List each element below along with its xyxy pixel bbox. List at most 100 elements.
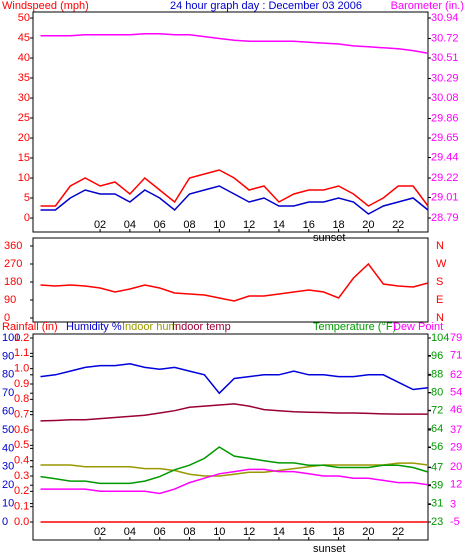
y4-tick-label: 0.8 bbox=[14, 393, 29, 405]
barometer-axis-label: Barometer (in.) bbox=[391, 0, 464, 12]
y4-tick-label: 0.9 bbox=[14, 378, 29, 390]
legend-humidity: Humidity % bbox=[66, 321, 122, 333]
series-line bbox=[40, 468, 429, 495]
x-tick-label: 06 bbox=[154, 526, 166, 538]
y3-tick-label: 62 bbox=[450, 369, 462, 381]
y3-tick-label: 3 bbox=[450, 498, 456, 510]
y4-tick-label: 1.1 bbox=[14, 347, 29, 359]
y-tick-label: 5 bbox=[24, 192, 30, 204]
y2-tick-label: 29.65 bbox=[431, 132, 459, 144]
y-tick-label: 80 bbox=[2, 369, 14, 381]
y2-tick-label: 30.94 bbox=[431, 12, 459, 24]
y-tick-label: 180 bbox=[4, 276, 22, 288]
y4-tick-label: 0.7 bbox=[14, 409, 29, 421]
x-tick-label: 10 bbox=[213, 526, 225, 538]
y-tick-label: 30 bbox=[2, 461, 14, 473]
sunset-label: sunset bbox=[313, 543, 345, 555]
x-tick-label: 10 bbox=[213, 219, 225, 231]
temperature-panel-frame bbox=[32, 333, 429, 541]
x-tick-label: 18 bbox=[332, 219, 344, 231]
y3-tick-label: 79 bbox=[450, 332, 462, 344]
x-tick-label: 22 bbox=[392, 526, 404, 538]
direction-panel-frame bbox=[32, 237, 429, 323]
x-tick-label: 08 bbox=[183, 526, 195, 538]
y2-tick-label: 30.29 bbox=[431, 72, 459, 84]
y3-tick-label: -5 bbox=[450, 516, 460, 528]
y2-tick-label: 30.08 bbox=[431, 92, 459, 104]
series-line bbox=[40, 462, 429, 477]
x-tick-label: 14 bbox=[273, 526, 285, 538]
series-line bbox=[40, 363, 429, 395]
y2-tick-label: 23 bbox=[431, 516, 443, 528]
y2-tick-label: 88 bbox=[431, 368, 443, 380]
y-tick-label: 15 bbox=[18, 152, 30, 164]
x-tick-label: 08 bbox=[183, 219, 195, 231]
y-tick-label: 360 bbox=[4, 240, 22, 252]
y2-tick-label: 29.44 bbox=[431, 151, 459, 163]
y-tick-label: 50 bbox=[2, 424, 14, 436]
y-tick-label: 0 bbox=[24, 212, 30, 224]
x-tick-label: 02 bbox=[94, 526, 106, 538]
y4-tick-label: 1.2 bbox=[14, 332, 29, 344]
y-tick-label: 20 bbox=[18, 132, 30, 144]
y3-tick-label: 46 bbox=[450, 404, 462, 416]
y3-tick-label: 20 bbox=[450, 461, 462, 473]
y-tick-label: 45 bbox=[18, 32, 30, 44]
direction-label: W bbox=[436, 258, 447, 270]
series-line bbox=[40, 446, 429, 485]
legend-dew-point: Dew Point bbox=[393, 321, 443, 333]
legend-rainfall: Rainfall (in) bbox=[2, 321, 58, 333]
x-tick-label: 02 bbox=[94, 219, 106, 231]
y-tick-label: 0 bbox=[4, 312, 10, 324]
y2-tick-label: 29.01 bbox=[431, 191, 459, 203]
x-tick-label: 16 bbox=[303, 526, 315, 538]
direction-label: E bbox=[436, 294, 443, 306]
legend-indoor-hum: Indoor hum bbox=[122, 321, 178, 333]
y-tick-label: 50 bbox=[18, 12, 30, 24]
y2-tick-label: 29.22 bbox=[431, 172, 459, 184]
y2-tick-label: 104 bbox=[431, 332, 449, 344]
y2-tick-label: 56 bbox=[431, 441, 443, 453]
y-tick-label: 10 bbox=[2, 498, 14, 510]
y-tick-label: 90 bbox=[4, 294, 16, 306]
y4-tick-label: 1.0 bbox=[14, 363, 29, 375]
series-line bbox=[40, 185, 429, 215]
y2-tick-label: 30.72 bbox=[431, 32, 459, 44]
y2-tick-label: 96 bbox=[431, 350, 443, 362]
y-tick-label: 30 bbox=[18, 92, 30, 104]
y4-tick-label: 0.1 bbox=[14, 501, 29, 513]
y2-tick-label: 31 bbox=[431, 498, 443, 510]
y-tick-label: 20 bbox=[2, 479, 14, 491]
y-tick-label: 25 bbox=[18, 112, 30, 124]
direction-label: N bbox=[436, 240, 444, 252]
y-tick-label: 70 bbox=[2, 387, 14, 399]
y2-tick-label: 29.86 bbox=[431, 112, 459, 124]
y2-tick-label: 64 bbox=[431, 423, 443, 435]
y4-tick-label: 0.2 bbox=[14, 485, 29, 497]
wind-panel-frame bbox=[32, 11, 429, 233]
x-tick-label: 04 bbox=[124, 219, 136, 231]
x-tick-label: 20 bbox=[362, 526, 374, 538]
sunset-label: sunset bbox=[313, 232, 345, 244]
x-tick-label: 06 bbox=[154, 219, 166, 231]
x-tick-label: 12 bbox=[243, 219, 255, 231]
x-tick-label: 04 bbox=[124, 526, 136, 538]
y2-tick-label: 47 bbox=[431, 461, 443, 473]
y3-tick-label: 12 bbox=[450, 479, 462, 491]
y-tick-label: 60 bbox=[2, 406, 14, 418]
x-tick-label: 22 bbox=[392, 219, 404, 231]
y-tick-label: 10 bbox=[18, 172, 30, 184]
x-tick-label: 14 bbox=[273, 219, 285, 231]
y-tick-label: 35 bbox=[18, 72, 30, 84]
series-line bbox=[40, 403, 428, 422]
y4-tick-label: 0.0 bbox=[14, 516, 29, 528]
y2-tick-label: 30.51 bbox=[431, 52, 459, 64]
y3-tick-label: 37 bbox=[450, 424, 462, 436]
y3-tick-label: 54 bbox=[450, 387, 462, 399]
y4-tick-label: 0.3 bbox=[14, 470, 29, 482]
y-tick-label: 90 bbox=[2, 350, 14, 362]
series-line bbox=[40, 33, 429, 55]
y-tick-label: 0 bbox=[2, 516, 8, 528]
y2-tick-label: 28.79 bbox=[431, 212, 459, 224]
